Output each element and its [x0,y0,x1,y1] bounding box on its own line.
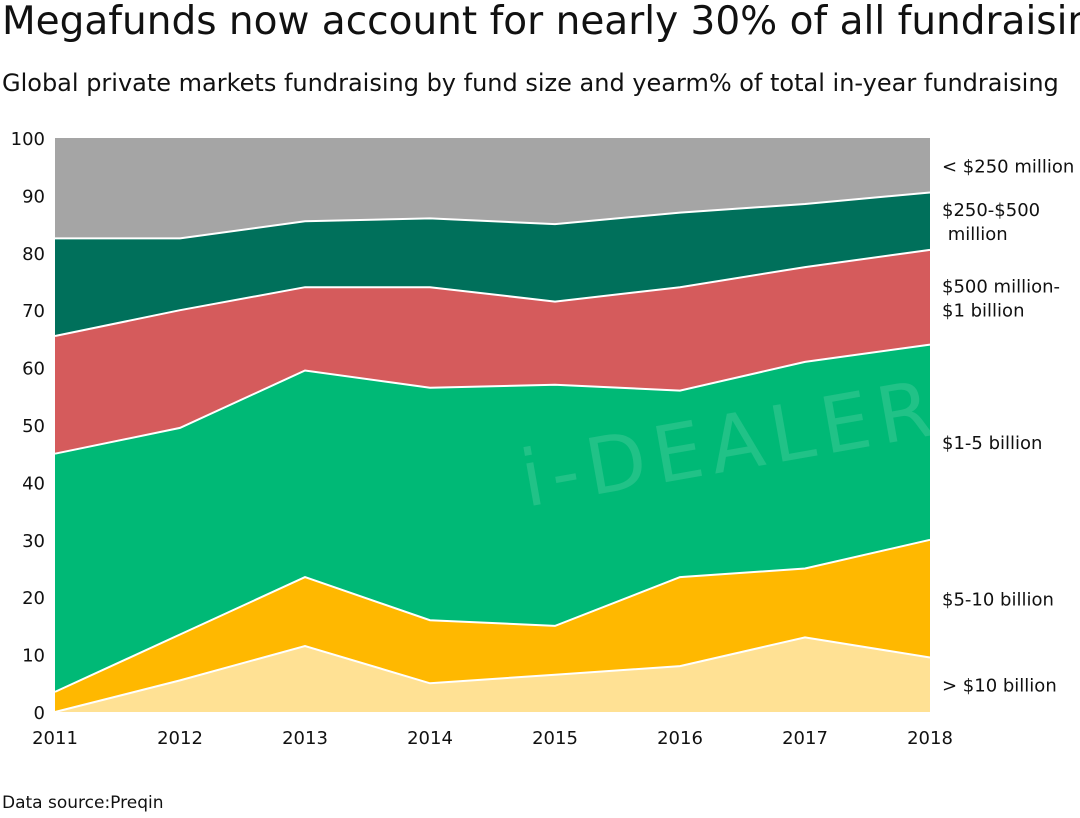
y-tick-label: 10 [22,646,45,667]
area-series-group [54,138,931,713]
area-series-500-million-1-billion [55,249,930,454]
y-tick-label: 50 [22,416,45,437]
area-series-5-10-billion [55,539,930,712]
x-tick-label: 2016 [657,728,703,749]
y-tick-label: 30 [22,531,45,552]
x-tick-label: 2015 [532,728,578,749]
legend-label-line: $500 million- [942,276,1060,297]
y-tick-label: 0 [34,703,45,724]
legend-label-5-10-billion: $5-10 billion [942,590,1054,611]
legend-label-line: million [942,224,1008,245]
legend-label-line: $1-5 billion [942,433,1042,454]
series-boundary-line [54,343,931,455]
legend-label-1-5-billion: $1-5 billion [942,433,1042,454]
legend-label-line: < $250 million [942,156,1074,177]
y-tick-label: 80 [22,244,45,265]
legend-label-line: $250-$500 [942,200,1040,221]
legend-label-line: $1 billion [942,300,1024,321]
y-tick-label: 70 [22,301,45,322]
legend-label-250-500-million: $250-$500 million [942,200,1040,245]
area-series-10-billion [55,637,930,712]
x-tick-label: 2018 [907,728,953,749]
series-boundary-line [54,538,931,693]
x-tick-label: 2011 [32,728,78,749]
y-tick-label: 90 [22,186,45,207]
area-series-250-million [55,138,930,239]
legend-label-line: $5-10 billion [942,590,1054,611]
series-boundary-line [54,248,931,337]
y-axis: 0 10 20 30 40 50 60 70 80 90 100 [11,129,45,724]
x-tick-label: 2013 [282,728,328,749]
legend-label-10-billion: > $10 billion [942,676,1057,697]
data-source-note: Data source:Preqin [2,793,164,813]
series-boundary-line [55,191,931,240]
legend-label-line: > $10 billion [942,676,1057,697]
chart-title: Megafunds now account for nearly 30% of … [2,0,1080,44]
chart-subtitle: Global private markets fundraising by fu… [2,69,1059,97]
y-tick-label: 40 [22,473,45,494]
area-series-1-5-billion [55,344,930,692]
y-tick-label: 60 [22,359,45,380]
series-boundary-line [54,636,931,713]
x-axis: 2011 2012 2013 2014 2015 2016 2017 2018 [32,728,953,749]
legend-label-500-million-1-billion: $500 million- $1 billion [942,276,1060,321]
x-tick-label: 2014 [407,728,453,749]
y-tick-label: 100 [11,129,45,150]
legend-label-250-million: < $250 million [942,156,1074,177]
area-series-250-500-million [55,192,930,336]
x-tick-label: 2012 [157,728,203,749]
y-tick-label: 20 [22,588,45,609]
legend: < $250 million $250-$500 million $500 mill… [942,156,1074,696]
x-tick-label: 2017 [782,728,828,749]
